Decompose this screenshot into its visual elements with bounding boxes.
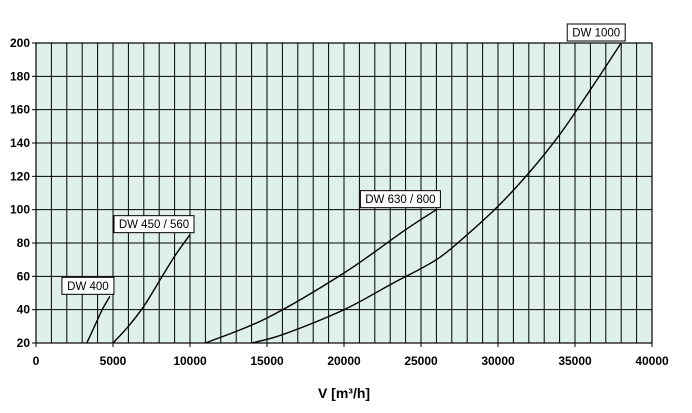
series-label-dw-400: DW 400: [67, 281, 109, 293]
y-tick-label: 160: [10, 103, 30, 117]
x-tick-label: 5000: [100, 354, 127, 368]
x-tick-label: 35000: [558, 354, 592, 368]
x-tick-label: 0: [33, 354, 40, 368]
x-tick-label: 20000: [327, 354, 361, 368]
y-tick-label: 120: [10, 169, 30, 183]
y-axis-ticks: 20 40 60 80 100 120 140 160 180 200: [10, 36, 36, 350]
y-tick-label: 180: [10, 69, 30, 83]
y-tick-label: 80: [17, 236, 31, 250]
y-tick-label: 100: [10, 203, 30, 217]
y-tick-label: 60: [17, 269, 31, 283]
y-tick-label: 140: [10, 136, 30, 150]
x-axis-title: V [m³/h]: [318, 385, 370, 401]
series-label-dw-1000: DW 1000: [572, 28, 620, 40]
series-label-dw-630-800: DW 630 / 800: [365, 194, 435, 206]
y-tick-label: 20: [17, 336, 31, 350]
x-tick-label: 15000: [250, 354, 284, 368]
x-axis-ticks: 0 5000 10000 15000 20000 25000 30000 35000 40000: [33, 343, 669, 368]
x-tick-label: 30000: [481, 354, 515, 368]
series-label-dw-450-560: DW 450 / 560: [119, 219, 189, 231]
y-tick-label: 40: [17, 303, 31, 317]
x-tick-label: 10000: [173, 354, 207, 368]
y-tick-label: 200: [10, 36, 30, 50]
grid: [36, 43, 652, 343]
x-tick-label: 40000: [635, 354, 669, 368]
x-tick-label: 25000: [404, 354, 438, 368]
